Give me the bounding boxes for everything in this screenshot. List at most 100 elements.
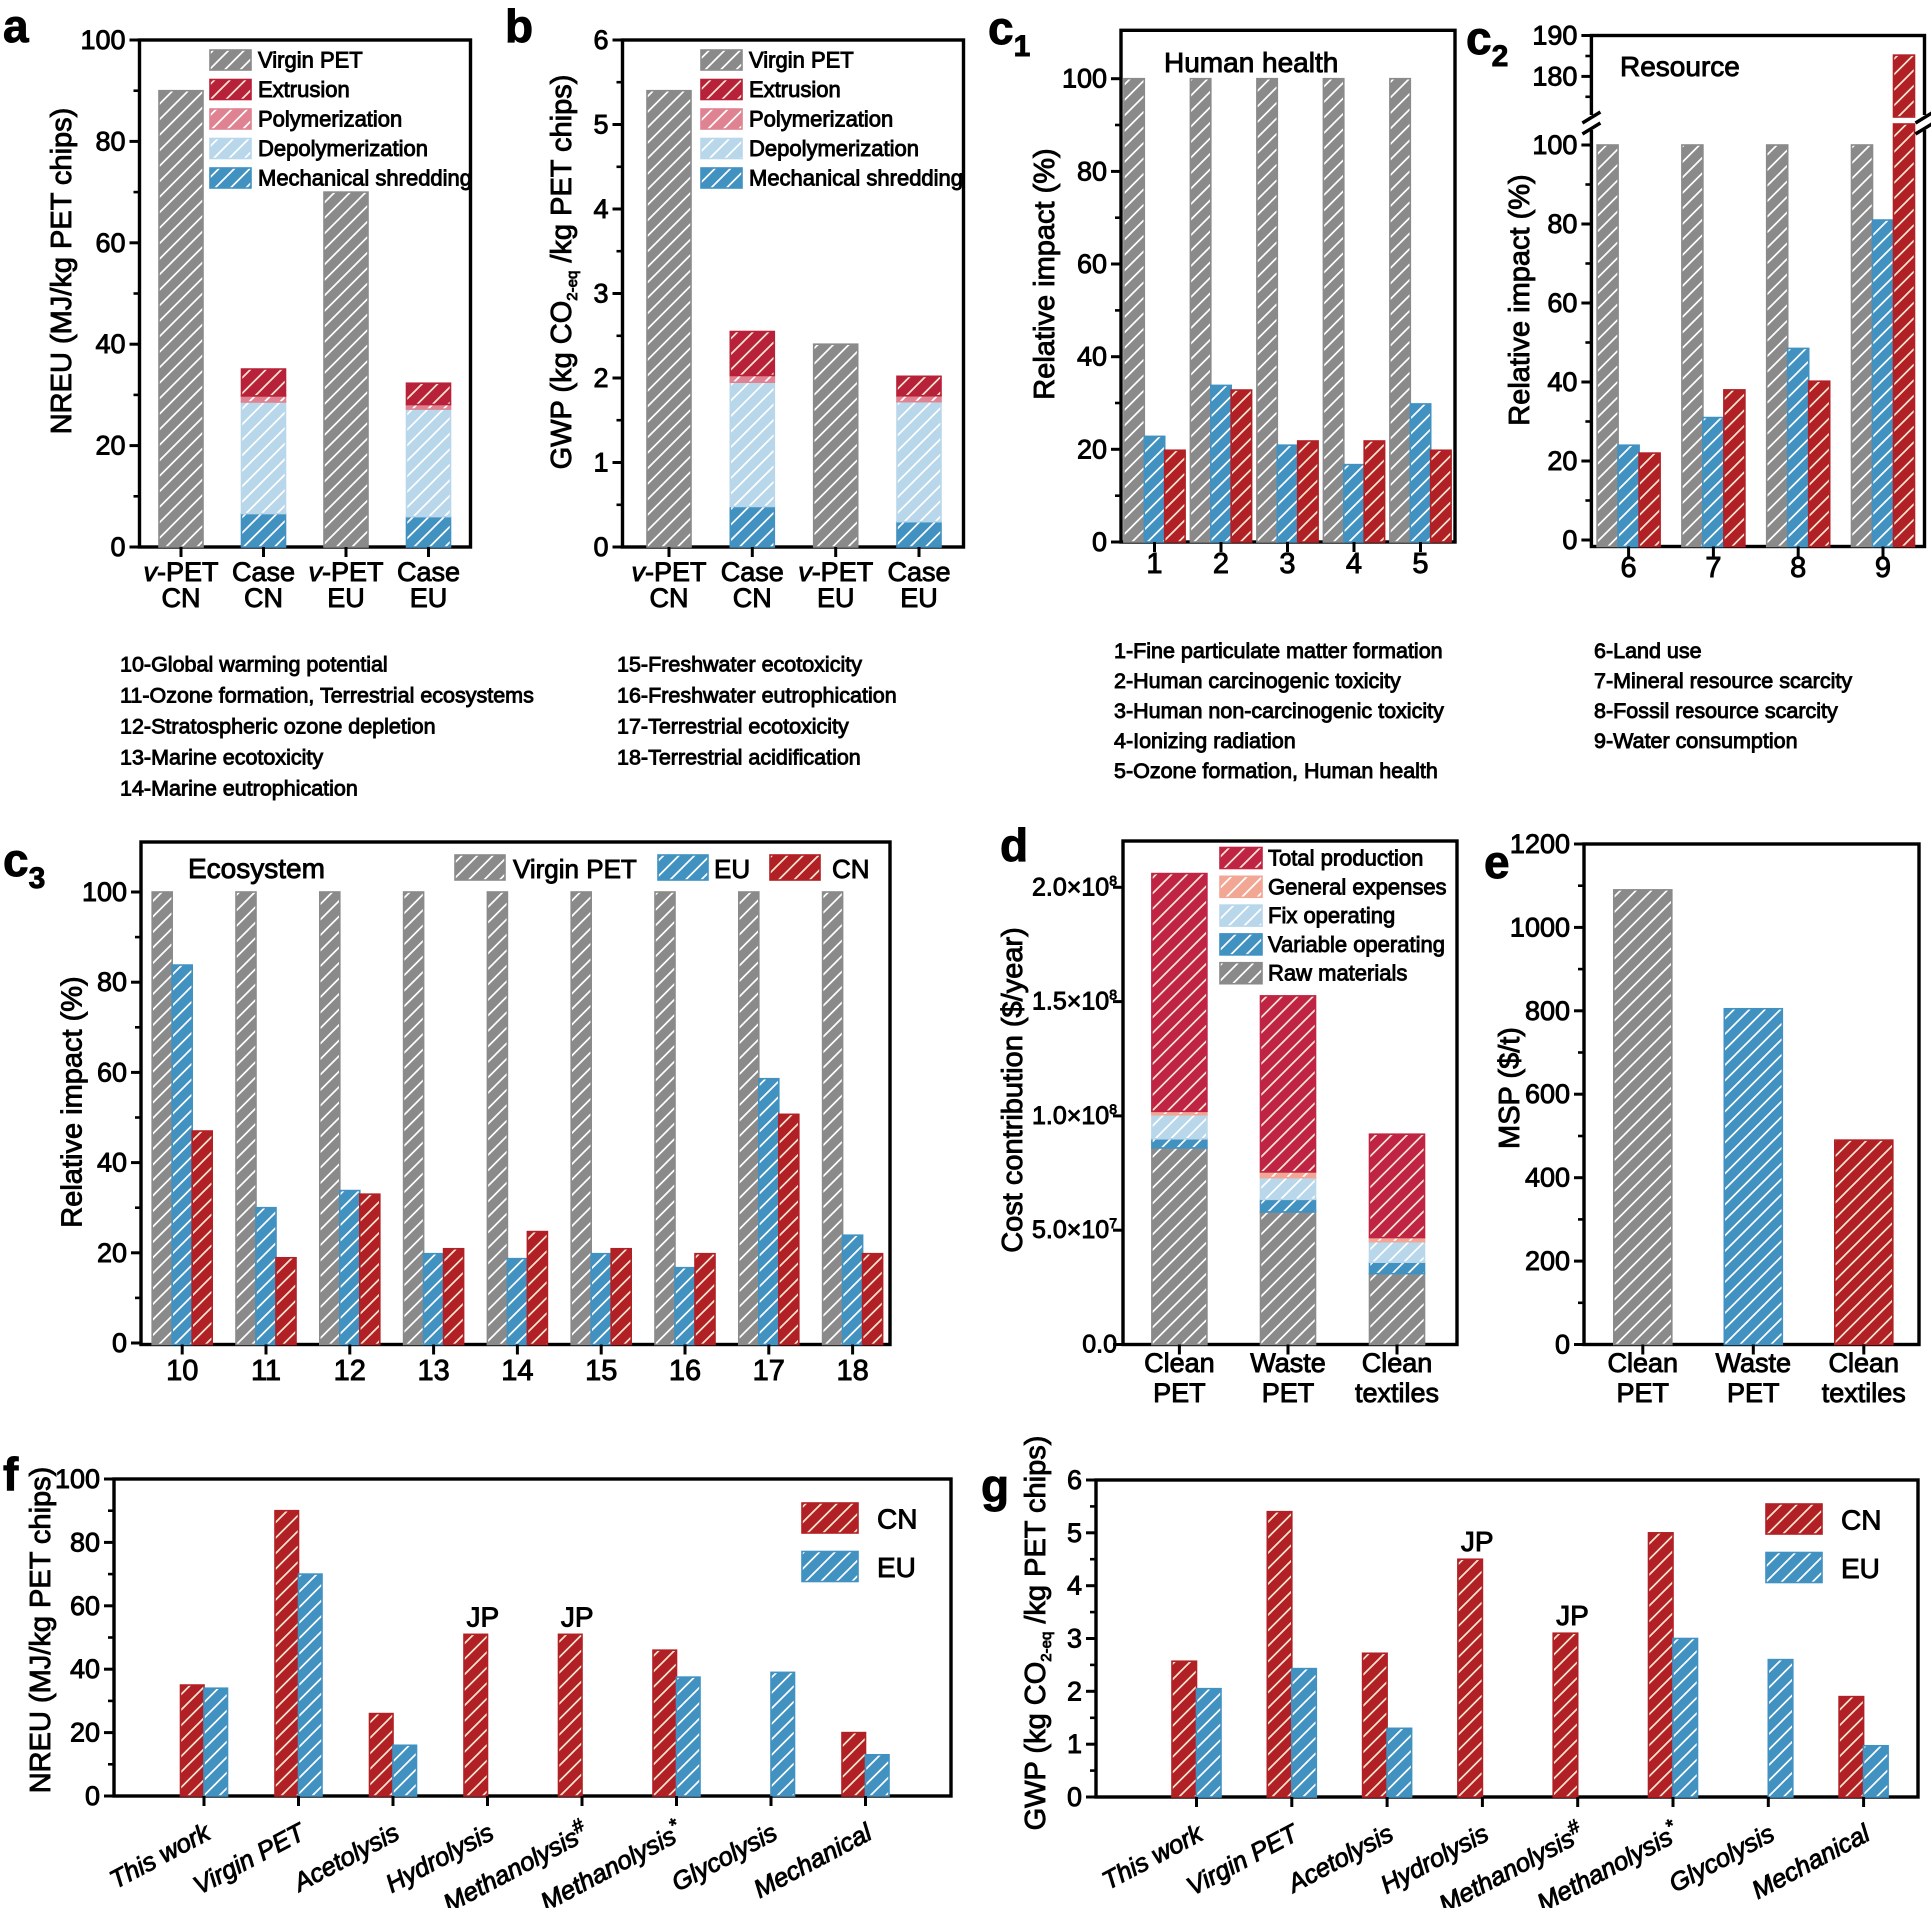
- svg-text:80: 80: [1547, 209, 1577, 239]
- svg-text:Waste: Waste: [1716, 1348, 1792, 1378]
- svg-text:Acetolysis: Acetolysis: [288, 1818, 404, 1898]
- svg-text:18: 18: [836, 1355, 868, 1387]
- svg-text:14-Marine eutrophication: 14-Marine eutrophication: [120, 777, 358, 801]
- svg-text:Raw materials: Raw materials: [1268, 961, 1407, 986]
- svg-text:5: 5: [1067, 1518, 1082, 1548]
- svg-text:Case: Case: [232, 557, 295, 587]
- svg-text:Virgin PET: Virgin PET: [749, 48, 854, 73]
- svg-text:6: 6: [593, 25, 608, 55]
- svg-text:5.0×107: 5.0×107: [1032, 1215, 1117, 1244]
- svg-text:10-Global warming potential: 10-Global warming potential: [120, 653, 388, 677]
- svg-text:textiles: textiles: [1355, 1378, 1439, 1408]
- svg-text:MSP ($/t): MSP ($/t): [1494, 1027, 1526, 1149]
- svg-text:1200: 1200: [1510, 829, 1570, 859]
- svg-text:Depolymerization: Depolymerization: [749, 136, 919, 161]
- svg-text:0: 0: [1555, 1330, 1570, 1360]
- svg-text:CN: CN: [1841, 1505, 1881, 1536]
- svg-text:CN: CN: [877, 1504, 917, 1535]
- svg-text:PET: PET: [1617, 1378, 1670, 1408]
- svg-text:20: 20: [1077, 434, 1107, 464]
- svg-text:GWP (kg CO2-eq /kg PET chips): GWP (kg CO2-eq /kg PET chips): [546, 75, 581, 470]
- svg-text:20: 20: [97, 1238, 127, 1268]
- svg-text:40: 40: [1077, 342, 1107, 372]
- svg-text:100: 100: [1062, 64, 1107, 94]
- svg-text:JP: JP: [1556, 1600, 1589, 1631]
- svg-text:PET: PET: [1727, 1378, 1780, 1408]
- svg-text:JP: JP: [466, 1601, 499, 1632]
- svg-text:12-Stratospheric ozone depleti: 12-Stratospheric ozone depletion: [120, 715, 436, 739]
- svg-text:0: 0: [1067, 1782, 1082, 1812]
- svg-text:1.0×108: 1.0×108: [1032, 1101, 1117, 1130]
- svg-text:Polymerization: Polymerization: [749, 107, 893, 132]
- svg-text:3: 3: [1067, 1624, 1082, 1654]
- svg-text:60: 60: [97, 1057, 127, 1087]
- svg-text:c3: c3: [3, 834, 45, 895]
- svg-text:Variable operating: Variable operating: [1268, 932, 1445, 957]
- svg-text:20: 20: [95, 431, 125, 461]
- svg-text:GWP (kg CO2-eq /kg PET chips): GWP (kg CO2-eq /kg PET chips): [1020, 1436, 1055, 1831]
- svg-text:80: 80: [70, 1527, 100, 1557]
- svg-text:4: 4: [1067, 1571, 1082, 1601]
- svg-text:Ecosystem: Ecosystem: [188, 853, 325, 884]
- svg-text:2: 2: [1213, 548, 1229, 580]
- svg-text:5-Ozone formation, Human healt: 5-Ozone formation, Human health: [1114, 759, 1438, 783]
- svg-text:8: 8: [1790, 552, 1806, 584]
- svg-text:Fix operating: Fix operating: [1268, 903, 1395, 928]
- svg-text:Depolymerization: Depolymerization: [258, 136, 428, 161]
- svg-text:Case: Case: [887, 557, 950, 587]
- svg-text:7-Mineral resource scarcity: 7-Mineral resource scarcity: [1594, 669, 1852, 693]
- svg-text:400: 400: [1525, 1163, 1570, 1193]
- svg-text:Total production: Total production: [1268, 846, 1423, 871]
- svg-text:NREU (MJ/kg PET chips): NREU (MJ/kg PET chips): [25, 1467, 57, 1794]
- svg-text:f: f: [3, 1448, 19, 1500]
- svg-text:0: 0: [593, 532, 608, 562]
- svg-text:6: 6: [1621, 552, 1637, 584]
- svg-text:0: 0: [112, 1328, 127, 1358]
- svg-text:6: 6: [1067, 1465, 1082, 1495]
- svg-text:12: 12: [334, 1355, 366, 1387]
- svg-text:1: 1: [1067, 1729, 1082, 1759]
- svg-text:Cost contribution ($/year): Cost contribution ($/year): [997, 927, 1029, 1253]
- svg-text:60: 60: [95, 228, 125, 258]
- svg-text:11: 11: [251, 1355, 281, 1387]
- svg-text:CN: CN: [650, 583, 689, 613]
- svg-text:Clean: Clean: [1608, 1348, 1679, 1378]
- svg-text:9: 9: [1875, 552, 1891, 584]
- svg-text:40: 40: [95, 329, 125, 359]
- svg-text:EU: EU: [900, 583, 938, 613]
- svg-text:v-PET: v-PET: [308, 557, 383, 587]
- svg-text:v-PET: v-PET: [143, 557, 218, 587]
- svg-text:40: 40: [1547, 367, 1577, 397]
- svg-text:Case: Case: [721, 557, 784, 587]
- svg-text:4: 4: [593, 194, 608, 224]
- svg-text:PET: PET: [1262, 1378, 1315, 1408]
- svg-text:Clean: Clean: [1829, 1348, 1900, 1378]
- svg-text:18-Terrestrial acidification: 18-Terrestrial acidification: [617, 746, 861, 770]
- svg-text:13: 13: [417, 1355, 449, 1387]
- svg-text:EU: EU: [817, 583, 855, 613]
- svg-text:11-Ozone formation, Terrestria: 11-Ozone formation, Terrestrial ecosyste…: [120, 684, 534, 708]
- svg-text:5: 5: [593, 110, 608, 140]
- svg-text:3-Human non-carcinogenic toxic: 3-Human non-carcinogenic toxicity: [1114, 699, 1444, 723]
- svg-text:Mechanical shredding: Mechanical shredding: [749, 166, 963, 191]
- svg-text:Polymerization: Polymerization: [258, 107, 402, 132]
- svg-text:600: 600: [1525, 1079, 1570, 1109]
- svg-text:16: 16: [669, 1355, 701, 1387]
- svg-text:CN: CN: [733, 583, 772, 613]
- svg-text:1: 1: [1146, 548, 1162, 580]
- svg-text:190: 190: [1532, 21, 1577, 51]
- svg-text:17: 17: [753, 1355, 785, 1387]
- svg-text:200: 200: [1525, 1246, 1570, 1276]
- svg-text:NREU (MJ/kg PET chips): NREU (MJ/kg PET chips): [46, 108, 78, 435]
- svg-text:Virgin PET: Virgin PET: [258, 48, 363, 73]
- svg-text:Virgin PET: Virgin PET: [513, 854, 637, 884]
- svg-text:Extrusion: Extrusion: [258, 77, 350, 102]
- svg-text:EU: EU: [410, 583, 448, 613]
- svg-text:Extrusion: Extrusion: [749, 77, 841, 102]
- svg-text:EU: EU: [714, 854, 750, 884]
- svg-text:14: 14: [501, 1355, 533, 1387]
- svg-text:8-Fossil resource scarcity: 8-Fossil resource scarcity: [1594, 699, 1838, 723]
- svg-text:100: 100: [55, 1464, 100, 1494]
- svg-text:g: g: [981, 1460, 1009, 1512]
- svg-text:1-Fine particulate matter form: 1-Fine particulate matter formation: [1114, 639, 1443, 663]
